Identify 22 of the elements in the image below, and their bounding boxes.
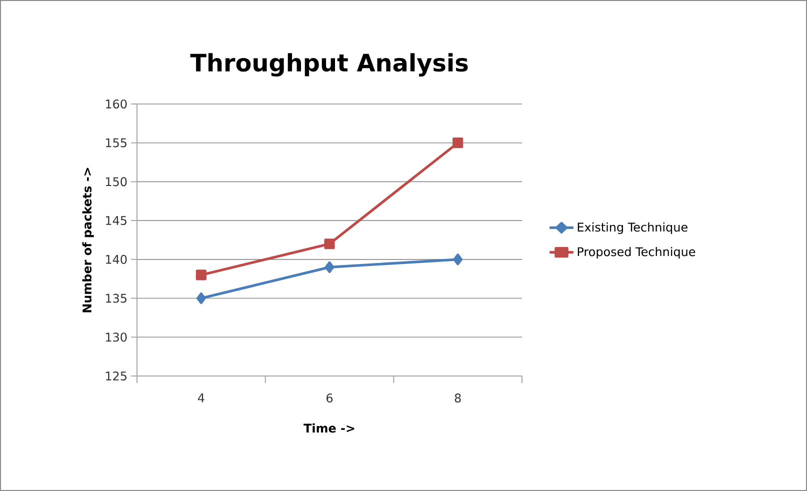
y-tick-label: 160 — [106, 99, 127, 109]
y-tick-label: 130 — [106, 332, 127, 342]
y-tick-label: 140 — [106, 254, 127, 264]
point — [324, 238, 335, 250]
x-tick-label: 6 — [326, 394, 333, 403]
x-tick-label: 8 — [454, 394, 461, 403]
point — [196, 292, 206, 304]
x-axis-title: Time -> — [304, 423, 354, 433]
y-axis-title: Number of packets -> — [82, 168, 94, 312]
point — [453, 254, 463, 266]
point — [324, 261, 334, 273]
y-tick-label: 125 — [106, 371, 126, 381]
y-tick-label: 135 — [106, 294, 126, 303]
y-tick-label: 145 — [106, 216, 126, 226]
legend-label: Proposed Technique — [578, 246, 696, 259]
point — [452, 138, 464, 148]
legend-label: Existing Technique — [578, 222, 688, 234]
point — [196, 270, 206, 280]
y-tick-label: 150 — [106, 177, 127, 186]
x-tick-label: 4 — [198, 394, 204, 402]
y-tick-label: 155 — [106, 138, 126, 148]
chart-title: Throughput Analysis — [190, 53, 468, 76]
